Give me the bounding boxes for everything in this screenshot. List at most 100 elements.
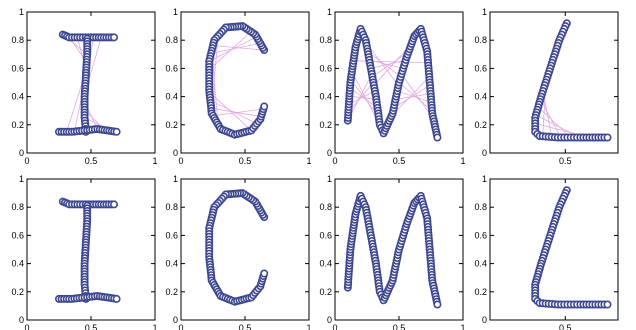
y-tick-label: 0.2 xyxy=(11,120,24,130)
y-tick-label: 0.6 xyxy=(165,63,178,73)
y-tick-label: 0 xyxy=(19,315,24,325)
panel-m-row2: 0 0.2 0.4 0.6 0.8 1 0 0.5 1 xyxy=(319,174,465,330)
y-tick-label: 1 xyxy=(19,174,24,184)
match-line xyxy=(391,76,430,117)
plot-area xyxy=(489,11,619,154)
y-tick-label: 0 xyxy=(327,315,332,325)
y-tick-label: 0 xyxy=(173,315,178,325)
x-tick-label: 0 xyxy=(24,156,29,166)
match-line xyxy=(365,42,399,86)
panel-c-row1: 0 0.2 0.4 0.6 0.8 1 0 0.5 1 xyxy=(165,7,311,166)
y-tick-label: 1 xyxy=(482,7,487,17)
y-tick-label: 0.6 xyxy=(474,63,487,73)
y-tick-label: 0.8 xyxy=(11,202,24,212)
y-tick-label: 0 xyxy=(482,315,487,325)
y-tick-label: 0.4 xyxy=(11,92,24,102)
y-tick-label: 0.6 xyxy=(474,230,487,240)
x-tick-label: 1 xyxy=(306,156,311,166)
y-tick-label: 1 xyxy=(173,7,178,17)
y-tick-label: 0.4 xyxy=(474,259,487,269)
y-tick-label: 0 xyxy=(327,148,332,158)
y-tick-label: 0.6 xyxy=(11,63,24,73)
y-tick-label: 0.2 xyxy=(11,287,24,297)
match-line xyxy=(372,51,409,78)
match-line xyxy=(212,108,264,117)
y-tick-label: 1 xyxy=(19,7,24,17)
y-tick-label: 0.8 xyxy=(165,35,178,45)
match-line xyxy=(349,87,378,109)
match-line xyxy=(370,59,406,69)
x-tick-label: 0 xyxy=(332,156,337,166)
x-tick-label: 0.5 xyxy=(393,156,406,166)
y-tick-label: 1 xyxy=(482,174,487,184)
y-tick-label: 0.4 xyxy=(11,259,24,269)
plot-content xyxy=(54,197,121,303)
x-tick-label: 0 xyxy=(24,323,29,330)
y-tick-label: 0.6 xyxy=(11,230,24,240)
panel-i-row1: 0 0.2 0.4 0.6 0.8 1 0 0.5 1 xyxy=(11,7,157,166)
panel-c-row2: 0 0.2 0.4 0.6 0.8 1 0 0.5 1 xyxy=(165,174,311,330)
plot-area xyxy=(489,178,619,321)
y-tick-label: 1 xyxy=(327,7,332,17)
x-tick-label: 1 xyxy=(306,323,311,330)
panel-l-row1: 0 0.2 0.4 0.6 0.8 1 0.5 xyxy=(474,7,619,166)
y-tick-label: 0.4 xyxy=(319,259,332,269)
match-line xyxy=(398,82,433,112)
match-line xyxy=(208,36,257,62)
match-line xyxy=(211,43,261,54)
y-tick-label: 0.4 xyxy=(319,92,332,102)
x-tick-label: 1 xyxy=(460,323,465,330)
x-tick-label: 0.5 xyxy=(85,156,98,166)
x-tick-label: 0.5 xyxy=(85,323,98,330)
sample-point xyxy=(112,294,121,303)
y-tick-label: 0.4 xyxy=(474,92,487,102)
y-tick-label: 0.8 xyxy=(474,35,487,45)
y-tick-label: 0 xyxy=(482,148,487,158)
y-tick-label: 0.2 xyxy=(474,287,487,297)
sample-point xyxy=(260,102,269,111)
y-tick-label: 0.6 xyxy=(319,63,332,73)
plot-content xyxy=(343,191,442,309)
y-tick-label: 0.2 xyxy=(474,120,487,130)
y-tick-label: 0.4 xyxy=(165,259,178,269)
x-tick-label: 0.5 xyxy=(559,323,572,330)
sample-point xyxy=(260,269,269,278)
y-tick-label: 0.2 xyxy=(319,287,332,297)
sample-point xyxy=(110,33,119,42)
x-tick-label: 1 xyxy=(460,156,465,166)
y-tick-label: 0 xyxy=(19,148,24,158)
x-tick-label: 0 xyxy=(178,323,183,330)
plot-content xyxy=(205,189,269,306)
y-tick-label: 0.8 xyxy=(165,202,178,212)
y-tick-label: 0.4 xyxy=(165,92,178,102)
x-tick-label: 0 xyxy=(332,323,337,330)
x-tick-label: 0.5 xyxy=(239,323,252,330)
y-tick-label: 0.2 xyxy=(165,120,178,130)
sample-point xyxy=(603,133,612,142)
panel-m-row1: 0 0.2 0.4 0.6 0.8 1 0 0.5 1 xyxy=(319,7,465,166)
sample-point xyxy=(433,133,442,142)
y-tick-label: 0.8 xyxy=(11,35,24,45)
sample-point xyxy=(433,300,442,309)
x-tick-label: 0.5 xyxy=(239,156,252,166)
x-tick-label: 0 xyxy=(178,156,183,166)
sample-point xyxy=(112,127,121,136)
x-tick-label: 0.5 xyxy=(393,323,406,330)
y-tick-label: 0.6 xyxy=(165,230,178,240)
plot-content xyxy=(343,24,442,142)
match-line xyxy=(537,106,571,138)
x-tick-label: 1 xyxy=(152,156,157,166)
sample-point xyxy=(603,300,612,309)
match-line xyxy=(397,90,432,103)
plot-content xyxy=(531,19,612,142)
x-tick-label: 0.5 xyxy=(559,156,572,166)
match-line xyxy=(367,51,401,78)
y-tick-label: 0.8 xyxy=(319,35,332,45)
plot-content xyxy=(54,30,121,136)
y-tick-label: 0.6 xyxy=(319,230,332,240)
plot-content xyxy=(205,22,269,139)
y-tick-label: 0.8 xyxy=(319,202,332,212)
y-tick-label: 0 xyxy=(173,148,178,158)
plot-content xyxy=(531,186,612,309)
